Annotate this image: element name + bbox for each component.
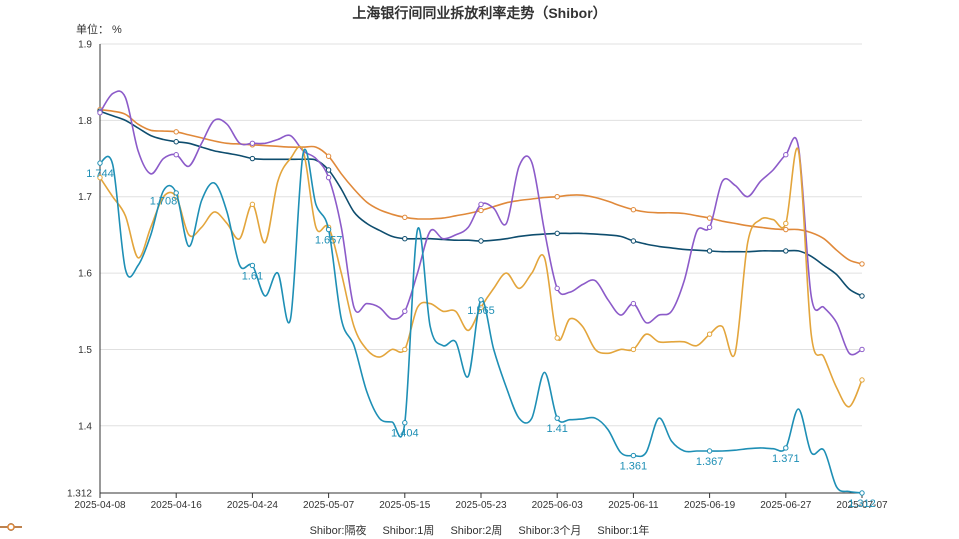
series-point (325, 174, 332, 181)
series-point (706, 448, 713, 454)
x-tick-label: 2025-04-24 (227, 500, 279, 511)
series-point (859, 490, 865, 496)
y-tick-label: 1.6 (78, 269, 92, 280)
x-tick-label: 2025-07-07 (836, 500, 888, 511)
series-point (478, 238, 484, 244)
series-point (325, 153, 332, 159)
series-point (783, 220, 789, 227)
series-point (783, 226, 789, 233)
legend-swatch (0, 523, 22, 531)
data-label: 1.708 (150, 196, 178, 208)
series-line-1 (99, 145, 863, 408)
series-point (402, 214, 408, 221)
series-point (706, 248, 713, 254)
x-tick-label: 2025-04-16 (151, 500, 203, 511)
series-point (325, 226, 332, 233)
series-point (402, 346, 408, 353)
series-point (859, 261, 865, 267)
y-tick-label: 1.9 (78, 40, 92, 51)
data-label: 1.404 (391, 428, 419, 440)
legend-item[interactable]: Shibor:3个月 (0, 522, 582, 538)
legend-swatch-marker (7, 523, 15, 531)
series-point (478, 207, 484, 214)
series-point (630, 346, 637, 353)
series-point (554, 285, 560, 292)
legend-label: Shibor:1年 (597, 525, 650, 537)
data-label: 1.361 (620, 461, 648, 473)
series-point (554, 335, 560, 341)
series-point (630, 238, 637, 244)
y-tick-label: 1.8 (78, 116, 92, 127)
series-point (249, 140, 256, 146)
series-point (706, 224, 713, 230)
y-axis-unit-label: 单位： % (76, 24, 122, 36)
series-point (249, 262, 256, 269)
data-label: 1.744 (86, 168, 114, 180)
x-tick-label: 2025-04-08 (74, 500, 126, 511)
series-point (402, 308, 408, 314)
series-point (478, 297, 484, 303)
chart-title: 上海银行间同业拆放利率走势（Shibor） (352, 5, 607, 21)
series-point (97, 174, 103, 181)
series-point (325, 167, 332, 173)
series-point (630, 452, 637, 459)
series-point (783, 445, 789, 451)
x-tick-label: 2025-05-07 (303, 500, 355, 511)
x-tick-label: 2025-06-03 (532, 500, 584, 511)
series-point (173, 152, 179, 158)
series-point (402, 420, 408, 426)
series-point (249, 201, 256, 208)
chart-legend: Shibor:隔夜 Shibor:1周 Shibor:2周 Shibor:3个月 Shi… (0, 522, 959, 538)
series-point (249, 155, 256, 162)
legend-item[interactable]: Shibor:2周 (0, 522, 503, 538)
data-label: 1.41 (546, 423, 567, 435)
x-tick-label: 2025-05-15 (379, 500, 431, 511)
y-tick-label: 1.312 (67, 489, 92, 500)
x-tick-label: 2025-05-23 (455, 500, 507, 511)
series-point (859, 346, 865, 353)
legend-label: Shibor:2周 (450, 525, 503, 537)
series-point (783, 152, 789, 158)
legend-item[interactable]: Shibor:1年 (0, 522, 650, 538)
series-point (478, 201, 484, 208)
y-tick-label: 1.4 (78, 421, 92, 432)
series-point (554, 415, 560, 421)
legend-label: Shibor:隔夜 (309, 525, 367, 537)
data-label: 1.367 (696, 456, 724, 468)
y-tick-label: 1.7 (78, 192, 92, 203)
series-point (173, 190, 179, 196)
series-point (173, 139, 179, 145)
series-point (97, 110, 103, 116)
data-label: 1.565 (467, 305, 495, 317)
x-tick-label: 2025-06-19 (684, 500, 736, 511)
series-line-0 (99, 148, 863, 494)
series-point (554, 230, 560, 237)
x-tick-label: 2025-06-27 (760, 500, 812, 511)
legend-item[interactable]: Shibor:隔夜 (0, 522, 367, 538)
series-point (173, 129, 179, 135)
legend-item[interactable]: Shibor:1周 (0, 522, 435, 538)
y-tick-label: 1.5 (78, 345, 92, 356)
series-point (706, 331, 713, 337)
series-point (554, 194, 560, 200)
legend-label: Shibor:3个月 (518, 525, 582, 537)
x-tick-label: 2025-06-11 (608, 500, 659, 511)
data-label: 1.312 (848, 498, 876, 510)
series-point (630, 300, 637, 307)
series-point (630, 207, 637, 213)
series-point (97, 160, 103, 166)
legend-label: Shibor:1周 (382, 525, 435, 537)
series-point (859, 293, 865, 299)
data-label: 1.371 (772, 453, 800, 465)
data-label: 1.61 (242, 270, 263, 282)
data-label: 1.657 (315, 235, 343, 247)
series-point (402, 236, 408, 242)
series-point (706, 215, 713, 221)
series-point (783, 248, 789, 254)
series-point (859, 377, 865, 383)
